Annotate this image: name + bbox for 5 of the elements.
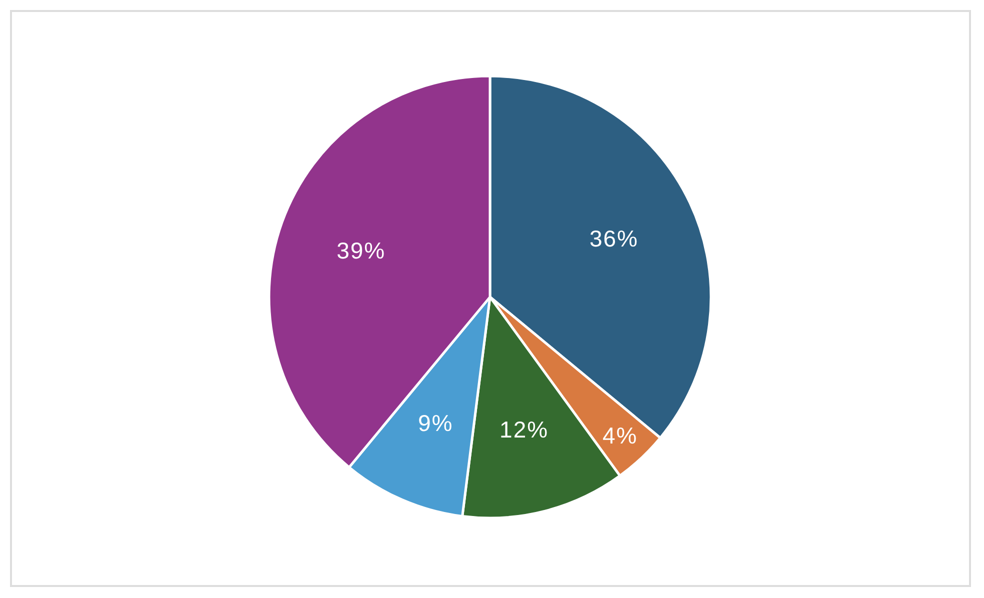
- data-label: 9%: [418, 410, 454, 436]
- data-label: 39%: [336, 238, 386, 264]
- data-label: 4%: [602, 422, 638, 449]
- data-label: 36%: [589, 226, 639, 252]
- data-label: 12%: [500, 416, 549, 443]
